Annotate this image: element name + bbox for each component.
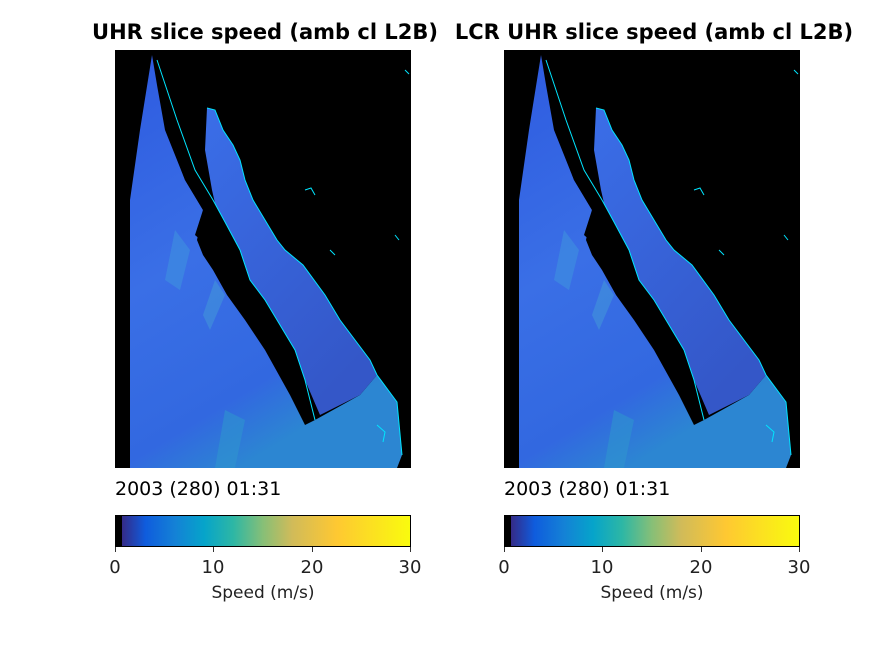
tick-label-20: 20: [689, 557, 713, 578]
colorbar-label: Speed (m/s): [211, 583, 315, 603]
panel-title: UHR slice speed (amb cl L2B): [92, 20, 438, 44]
tick-label-0: 0: [109, 557, 121, 578]
colorbar-label: Speed (m/s): [600, 583, 704, 603]
tick-label-30: 30: [787, 557, 811, 578]
tick-label-10: 10: [201, 557, 225, 578]
speed-map: [115, 50, 411, 468]
tick-label-30: 30: [398, 557, 422, 578]
panel-title: LCR UHR slice speed (amb cl L2B): [454, 20, 854, 44]
tick-label-20: 20: [300, 557, 324, 578]
colorbar-ticks: [115, 547, 411, 552]
speed-map: [504, 50, 800, 468]
panel-lcr-uhr: LCR UHR slice speed (amb cl L2B) 2003 (2…: [455, 0, 853, 663]
colorbar: [504, 515, 800, 547]
speed-heatmap: [129, 54, 410, 468]
tick-label-0: 0: [498, 557, 510, 578]
speed-heatmap: [518, 54, 799, 468]
panel-uhr: UHR slice speed (amb cl L2B) 2003 (280) …: [92, 0, 438, 663]
colorbar: [115, 515, 411, 547]
tick-label-10: 10: [590, 557, 614, 578]
timestamp: 2003 (280) 01:31: [504, 478, 671, 500]
colorbar-ticks: [504, 547, 800, 552]
timestamp: 2003 (280) 01:31: [115, 478, 282, 500]
